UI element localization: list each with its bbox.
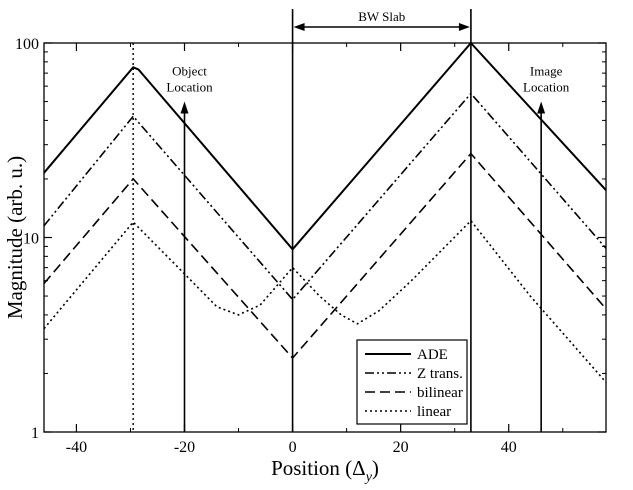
annotation-label-line1: Image <box>530 64 563 79</box>
axis-ticks: -40 -20 0 20 40 1 10 100 <box>15 36 606 456</box>
legend-label: Z trans. <box>417 366 463 382</box>
annotation-label-line1: Object <box>172 64 207 79</box>
slab-arrow-head-right <box>458 23 470 31</box>
x-tick-label: -20 <box>174 439 195 456</box>
legend: ADE Z trans. bilinear linear <box>356 339 468 425</box>
x-tick-label: 20 <box>393 439 409 456</box>
legend-label: linear <box>417 404 451 420</box>
reference-lines <box>132 43 472 432</box>
slab-label: BW Slab <box>358 9 405 24</box>
legend-label: bilinear <box>417 385 463 401</box>
annotation-arrow-head <box>180 101 189 114</box>
series-line <box>43 42 607 251</box>
legend-label: ADE <box>417 347 448 363</box>
series-lines <box>43 42 607 383</box>
series-line <box>43 152 607 359</box>
slab-bracket <box>291 9 472 43</box>
y-axis-label: Magnitude (arb. u.) <box>3 156 27 319</box>
annotation-label-line2: Location <box>166 80 213 95</box>
x-axis-label-sub: y <box>364 470 373 485</box>
y-tick-label: 10 <box>23 231 39 248</box>
y-tick-label: 100 <box>15 36 39 53</box>
x-tick-label: -40 <box>66 439 87 456</box>
series-line <box>43 92 607 301</box>
x-axis-label-close: ) <box>372 456 379 480</box>
x-axis-label: Position (Δy) <box>271 456 379 485</box>
annotation-label-line2: Location <box>523 80 570 95</box>
slab-arrow-head-left <box>293 23 305 31</box>
x-tick-label: 0 <box>289 439 297 456</box>
plot-frame <box>43 42 607 433</box>
y-tick-label: 1 <box>31 425 39 442</box>
annotation-arrow-head <box>537 101 546 114</box>
x-axis-label-main: Position (Δ <box>271 456 366 480</box>
series-line <box>43 219 607 383</box>
x-tick-label: 40 <box>501 439 517 456</box>
